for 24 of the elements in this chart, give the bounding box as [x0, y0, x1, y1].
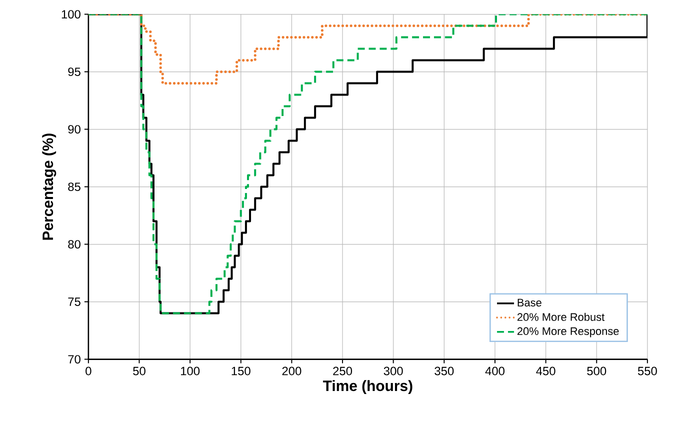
- x-axis-title: Time (hours): [322, 380, 412, 394]
- x-tick-label: 350: [434, 366, 454, 376]
- x-tick-label: 450: [536, 366, 556, 376]
- x-tick-label: 0: [86, 366, 92, 376]
- x-tick-label: 150: [232, 366, 250, 376]
- legend-label: 20% More Response: [517, 327, 619, 338]
- legend-label: 20% More Robust: [517, 312, 605, 321]
- y-axis-title: Percentage (%): [42, 134, 56, 240]
- x-tick-label: 300: [384, 366, 403, 376]
- y-tick-label: 100: [62, 10, 80, 19]
- x-tick-label: 500: [587, 366, 606, 376]
- y-tick-label: 85: [68, 182, 80, 192]
- x-tick-label: 50: [133, 366, 146, 376]
- y-tick-label: 90: [68, 125, 80, 134]
- y-tick-label: 70: [68, 355, 80, 364]
- x-tick-label: 100: [181, 366, 200, 376]
- x-tick-label: 400: [485, 366, 504, 376]
- legend-label: Base: [518, 298, 542, 306]
- y-tick-label: 95: [68, 68, 80, 76]
- x-tick-label: 250: [333, 366, 352, 376]
- y-tick-label: 80: [68, 240, 80, 249]
- x-tick-label: 200: [282, 366, 302, 376]
- x-tick-label: 550: [638, 366, 657, 376]
- y-tick-label: 75: [68, 298, 80, 306]
